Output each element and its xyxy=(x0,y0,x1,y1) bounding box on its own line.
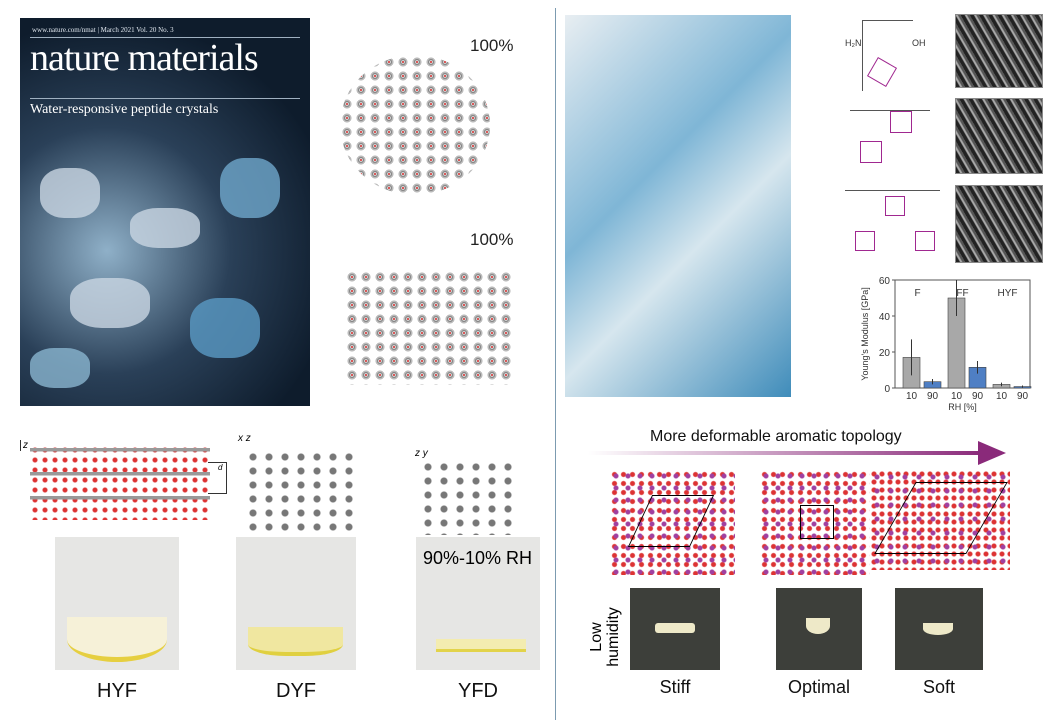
structure-ff xyxy=(850,110,930,181)
y-tick-label: 20 xyxy=(879,348,891,359)
label-100-top: 100% xyxy=(470,36,514,55)
molecular-ring-image xyxy=(340,55,490,195)
x-tick-label: 90 xyxy=(927,391,939,402)
chem-f-nh2: H₂N xyxy=(845,38,862,48)
lattice-optimal xyxy=(760,470,870,575)
spacing-d: d xyxy=(208,462,227,494)
axis-label-zy: z y xyxy=(415,448,428,459)
structure-f xyxy=(862,20,913,91)
hyf-crystal-structure xyxy=(30,445,210,520)
cover-title: nature materials xyxy=(30,37,259,79)
lattice-soft xyxy=(870,470,1010,570)
sample-label-hyf: HYF xyxy=(97,680,137,702)
structure-hyf xyxy=(845,190,940,261)
photo-soft xyxy=(895,588,983,670)
dyf-crystal-structure xyxy=(245,450,355,535)
x-axis-label: RH [%] xyxy=(948,402,977,412)
youngs-modulus-chart: 0 20 40 60 Young's Modulus [GPa] F 10 90 FF 10 90 H… xyxy=(860,276,1032,412)
y-tick-label: 40 xyxy=(879,312,891,323)
axis-label-z: z xyxy=(20,440,28,451)
x-tick-label: 10 xyxy=(996,391,1008,402)
molecular-crystal-image xyxy=(345,270,515,385)
sample-label-dyf: DYF xyxy=(276,680,316,702)
cover-url: www.nature.com/nmat | March 2021 Vol. 20… xyxy=(32,26,174,34)
x-tick-label: 90 xyxy=(972,391,984,402)
y-axis-label: Young's Modulus [GPa] xyxy=(860,287,870,380)
label-100-bottom: 100% xyxy=(470,230,514,249)
x-tick-label: 10 xyxy=(951,391,963,402)
journal-cover: www.nature.com/nmat | March 2021 Vol. 20… xyxy=(20,18,310,406)
axis-label-xz: x z xyxy=(238,433,251,444)
photo-optimal xyxy=(776,588,862,670)
sample-label-yfd: YFD xyxy=(458,680,498,702)
y-tick-label: 0 xyxy=(884,384,890,395)
photo-dyf xyxy=(236,537,356,670)
sem-image-hyf xyxy=(955,185,1043,263)
lattice-stiff xyxy=(610,470,735,575)
x-tick-label: 90 xyxy=(1017,391,1029,402)
vertical-divider xyxy=(555,8,556,720)
state-stiff: Stiff xyxy=(659,677,691,697)
y-tick-label: 60 xyxy=(879,276,891,287)
deformability-arrow-icon xyxy=(588,441,1006,465)
group-label: FF xyxy=(956,288,968,299)
photo-yfd xyxy=(416,537,540,670)
group-label: F xyxy=(914,288,920,299)
water-crystal-render xyxy=(565,15,791,397)
sem-image-ff xyxy=(955,98,1043,174)
x-tick-label: 10 xyxy=(906,391,918,402)
rh-label: 90%-10% RH xyxy=(423,548,533,568)
yfd-crystal-structure xyxy=(420,460,520,535)
group-label: HYF xyxy=(998,288,1018,299)
state-soft: Soft xyxy=(922,677,956,697)
photo-hyf xyxy=(55,537,179,670)
sem-image-f xyxy=(955,14,1043,88)
cover-subtitle: Water-responsive peptide crystals xyxy=(30,102,219,117)
photo-stiff xyxy=(630,588,720,670)
chem-f-oh: OH xyxy=(912,38,926,48)
state-optimal: Optimal xyxy=(787,677,850,697)
low-humidity-label: Low humidity xyxy=(588,607,622,667)
arrow-label: More deformable aromatic topology xyxy=(650,428,902,445)
